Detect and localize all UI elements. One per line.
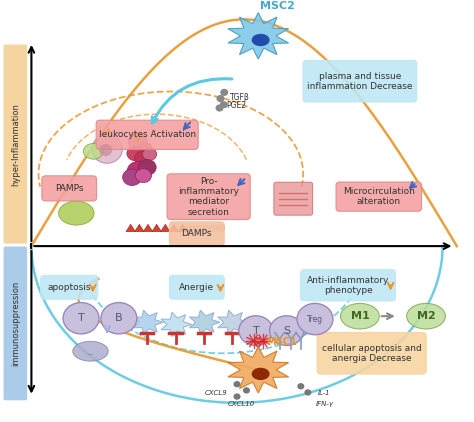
Circle shape	[127, 146, 144, 161]
Ellipse shape	[216, 225, 225, 232]
FancyBboxPatch shape	[96, 120, 198, 149]
FancyBboxPatch shape	[301, 270, 396, 301]
Ellipse shape	[73, 341, 108, 361]
Ellipse shape	[91, 135, 122, 163]
Polygon shape	[178, 224, 187, 232]
Text: hyper-Inflammation: hyper-Inflammation	[11, 103, 20, 186]
Text: plasma and tissue
inflammation Decrease: plasma and tissue inflammation Decrease	[307, 71, 413, 91]
Text: immunosuppression: immunosuppression	[11, 281, 20, 366]
FancyBboxPatch shape	[169, 222, 224, 246]
Text: T: T	[78, 313, 84, 323]
Text: M1: M1	[350, 311, 369, 321]
Text: leukocytes Activation: leukocytes Activation	[99, 130, 196, 139]
Ellipse shape	[185, 225, 194, 232]
Polygon shape	[126, 224, 136, 232]
Text: DAMPs: DAMPs	[182, 229, 212, 238]
Text: apoptosis: apoptosis	[47, 283, 91, 292]
FancyBboxPatch shape	[169, 276, 224, 299]
Polygon shape	[189, 310, 220, 335]
Circle shape	[298, 384, 304, 389]
FancyBboxPatch shape	[167, 174, 250, 219]
Polygon shape	[228, 13, 289, 59]
Text: cellular apoptosis and
anergia Decrease: cellular apoptosis and anergia Decrease	[322, 344, 421, 363]
Circle shape	[297, 303, 333, 335]
Text: Microcirculation
alteration: Microcirculation alteration	[343, 187, 415, 206]
Circle shape	[239, 316, 273, 346]
FancyBboxPatch shape	[303, 60, 417, 102]
Text: PAMPs: PAMPs	[55, 184, 83, 193]
Circle shape	[138, 160, 156, 175]
Polygon shape	[161, 312, 191, 337]
Circle shape	[143, 148, 156, 160]
Ellipse shape	[193, 225, 201, 232]
Text: Anti-inflammatory
phenotype: Anti-inflammatory phenotype	[307, 276, 389, 295]
Circle shape	[128, 162, 148, 180]
Ellipse shape	[252, 368, 270, 380]
Text: B: B	[115, 313, 123, 323]
Ellipse shape	[340, 303, 379, 329]
Circle shape	[123, 169, 142, 186]
Text: Treg: Treg	[307, 314, 323, 324]
Circle shape	[101, 303, 137, 334]
Circle shape	[217, 96, 224, 101]
Text: TGFβ: TGFβ	[230, 93, 250, 102]
Text: IL-1: IL-1	[318, 390, 331, 396]
Text: S: S	[283, 326, 290, 335]
Text: T: T	[253, 326, 259, 335]
Text: CXCL9: CXCL9	[204, 390, 227, 396]
Text: Pro-
inflammatory
mediator
secretion: Pro- inflammatory mediator secretion	[178, 176, 239, 217]
FancyBboxPatch shape	[3, 45, 27, 243]
Text: PGE2: PGE2	[227, 101, 246, 111]
Polygon shape	[228, 346, 289, 393]
Ellipse shape	[209, 225, 217, 232]
Text: CXCL10: CXCL10	[228, 401, 255, 407]
Polygon shape	[218, 310, 248, 335]
FancyBboxPatch shape	[3, 246, 27, 400]
Text: Anergie: Anergie	[179, 283, 214, 292]
Circle shape	[220, 102, 227, 108]
Circle shape	[216, 105, 223, 111]
Polygon shape	[133, 310, 164, 335]
Ellipse shape	[201, 225, 210, 232]
Circle shape	[135, 151, 151, 165]
Circle shape	[244, 388, 249, 393]
Circle shape	[136, 169, 152, 183]
Circle shape	[137, 143, 153, 156]
Circle shape	[234, 382, 240, 387]
FancyBboxPatch shape	[41, 276, 98, 299]
Polygon shape	[169, 224, 179, 232]
Polygon shape	[135, 224, 144, 232]
Polygon shape	[161, 224, 170, 232]
Text: IFN-γ: IFN-γ	[315, 401, 333, 407]
FancyBboxPatch shape	[317, 333, 426, 374]
Ellipse shape	[59, 201, 94, 225]
Polygon shape	[143, 224, 153, 232]
Text: MSC1: MSC1	[266, 337, 297, 347]
Circle shape	[270, 316, 304, 346]
FancyBboxPatch shape	[274, 182, 313, 215]
Polygon shape	[152, 224, 161, 232]
Text: MSC2: MSC2	[260, 1, 295, 11]
Circle shape	[305, 390, 311, 395]
FancyBboxPatch shape	[42, 176, 97, 201]
Text: M2: M2	[417, 311, 436, 321]
Text: ..: ..	[86, 345, 94, 358]
Ellipse shape	[407, 303, 446, 329]
Ellipse shape	[252, 34, 270, 46]
Circle shape	[221, 89, 228, 95]
Circle shape	[128, 134, 147, 150]
Ellipse shape	[99, 144, 112, 156]
Ellipse shape	[83, 143, 103, 159]
Circle shape	[234, 394, 240, 399]
Circle shape	[63, 303, 99, 334]
FancyBboxPatch shape	[336, 182, 421, 211]
